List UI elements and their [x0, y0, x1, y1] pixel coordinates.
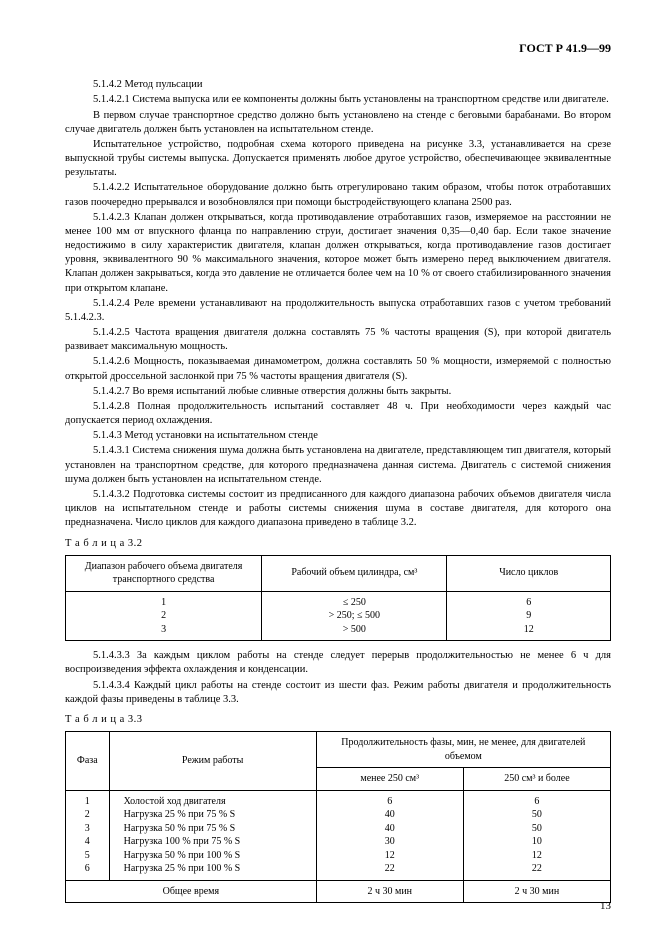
- t2-r1c3: 6: [323, 795, 457, 809]
- t2-r3c3: 40: [323, 822, 457, 836]
- table-2: Фаза Режим работы Продолжительность фазы…: [65, 731, 611, 903]
- t1-r2c1: 2: [72, 609, 255, 623]
- t1-r3c3: 12: [453, 623, 604, 637]
- t2-r2c3: 40: [323, 808, 457, 822]
- para: 5.1.4.3.2 Подготовка системы состоит из …: [65, 488, 611, 531]
- table-caption-1: Т а б л и ц а 3.2: [65, 537, 611, 551]
- t1-h3: Число циклов: [447, 555, 611, 591]
- para: 5.1.4.2.7 Во время испытаний любые сливн…: [65, 385, 611, 399]
- para: В первом случае транспортное средство до…: [65, 109, 611, 137]
- t2-total-label: Общее время: [66, 880, 317, 903]
- t2-r3c4: 50: [470, 822, 604, 836]
- t2-h-dur: Продолжительность фазы, мин, не менее, д…: [316, 732, 610, 768]
- para: 5.1.4.3 Метод установки на испытательном…: [65, 429, 611, 443]
- table-caption-2: Т а б л и ц а 3.3: [65, 713, 611, 727]
- t2-r1c4: 6: [470, 795, 604, 809]
- para: 5.1.4.2.3 Клапан должен открываться, ког…: [65, 211, 611, 296]
- para: 5.1.4.2.8 Полная продолжительность испыт…: [65, 400, 611, 428]
- para: 5.1.4.2.2 Испытательное оборудование дол…: [65, 181, 611, 209]
- table-1: Диапазон рабочего объема двигателя транс…: [65, 555, 611, 642]
- t2-r6c2: Нагрузка 25 % при 100 % S: [124, 862, 310, 876]
- t1-h1: Диапазон рабочего объема двигателя транс…: [66, 555, 262, 591]
- t2-r5c1: 5: [72, 849, 103, 863]
- para: 5.1.4.2 Метод пульсации: [65, 78, 611, 92]
- t2-r6c1: 6: [72, 862, 103, 876]
- t1-r1c1: 1: [72, 596, 255, 610]
- t2-r1c1: 1: [72, 795, 103, 809]
- t2-total-v2: 2 ч 30 мин: [463, 880, 610, 903]
- para: 5.1.4.3.1 Система снижения шума должна б…: [65, 444, 611, 487]
- t1-r2c2: > 250; ≤ 500: [268, 609, 440, 623]
- t1-r3c1: 3: [72, 623, 255, 637]
- t2-h-mode: Режим работы: [109, 732, 316, 791]
- t2-r2c4: 50: [470, 808, 604, 822]
- t1-r1c2: ≤ 250: [268, 596, 440, 610]
- t2-r5c4: 12: [470, 849, 604, 863]
- t2-h-phase: Фаза: [66, 732, 110, 791]
- para: 5.1.4.3.3 За каждым циклом работы на сте…: [65, 649, 611, 677]
- t2-r3c1: 3: [72, 822, 103, 836]
- t2-r6c3: 22: [323, 862, 457, 876]
- t2-r6c4: 22: [470, 862, 604, 876]
- para: Испытательное устройство, подробная схем…: [65, 138, 611, 181]
- t2-r1c2: Холостой ход двигателя: [124, 795, 310, 809]
- page-number: 13: [600, 899, 611, 914]
- t2-r2c2: Нагрузка 25 % при 75 % S: [124, 808, 310, 822]
- t1-h2: Рабочий объем цилиндра, см³: [262, 555, 447, 591]
- t2-r5c2: Нагрузка 50 % при 100 % S: [124, 849, 310, 863]
- para: 5.1.4.2.6 Мощность, показываемая динамом…: [65, 355, 611, 383]
- para: 5.1.4.2.5 Частота вращения двигателя дол…: [65, 326, 611, 354]
- t1-r1c3: 6: [453, 596, 604, 610]
- t1-r3c2: > 500: [268, 623, 440, 637]
- para: 5.1.4.3.4 Каждый цикл работы на стенде с…: [65, 679, 611, 707]
- t2-total-v1: 2 ч 30 мин: [316, 880, 463, 903]
- t2-r5c3: 12: [323, 849, 457, 863]
- page: ГОСТ Р 41.9—99 5.1.4.2 Метод пульсации 5…: [0, 0, 661, 936]
- t2-r3c2: Нагрузка 50 % при 75 % S: [124, 822, 310, 836]
- t2-h-sub1: менее 250 см³: [316, 768, 463, 791]
- doc-header: ГОСТ Р 41.9—99: [65, 40, 611, 56]
- t1-r2c3: 9: [453, 609, 604, 623]
- para: 5.1.4.2.1 Система выпуска или ее компоне…: [65, 93, 611, 107]
- t2-r4c2: Нагрузка 100 % при 75 % S: [124, 835, 310, 849]
- para: 5.1.4.2.4 Реле времени устанавливают на …: [65, 297, 611, 325]
- t2-r2c1: 2: [72, 808, 103, 822]
- t2-h-sub2: 250 см³ и более: [463, 768, 610, 791]
- t2-r4c1: 4: [72, 835, 103, 849]
- t2-r4c4: 10: [470, 835, 604, 849]
- t2-r4c3: 30: [323, 835, 457, 849]
